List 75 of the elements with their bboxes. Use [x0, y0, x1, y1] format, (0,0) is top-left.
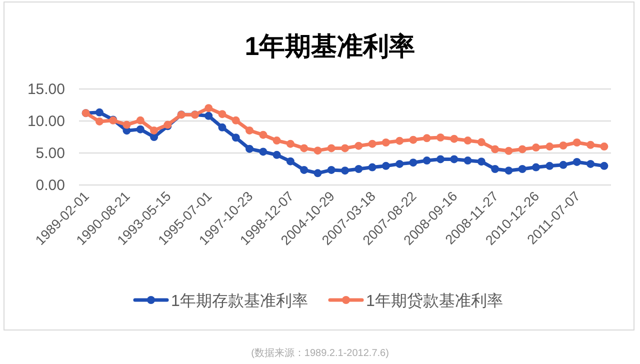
- point: [586, 140, 595, 149]
- point: [450, 134, 458, 143]
- point: [150, 126, 158, 134]
- point: [396, 136, 404, 145]
- point: [586, 160, 595, 168]
- text: (数据来源：1989.2.1-2012.7.6): [251, 347, 389, 359]
- point: [272, 150, 281, 159]
- point: [136, 125, 144, 134]
- point: [409, 158, 418, 167]
- point: [368, 163, 376, 172]
- point: [518, 145, 526, 154]
- point: [464, 156, 472, 165]
- point: [518, 165, 526, 173]
- point: [286, 140, 294, 148]
- point: [259, 130, 268, 139]
- point: [436, 134, 444, 142]
- legend-label: 1年期贷款基准利率: [366, 292, 503, 310]
- point: [464, 136, 472, 145]
- point: [409, 136, 418, 144]
- point: [136, 116, 144, 124]
- point: [572, 158, 581, 166]
- point: [477, 138, 486, 146]
- point: [396, 160, 404, 168]
- point: [354, 165, 363, 173]
- point: [572, 138, 581, 147]
- point: [382, 162, 390, 170]
- point: [286, 157, 294, 166]
- point: [232, 134, 240, 142]
- point: [532, 144, 540, 152]
- point: [246, 144, 254, 153]
- point: [204, 104, 213, 112]
- point: [150, 133, 158, 141]
- point: [546, 142, 554, 151]
- point: [218, 123, 226, 132]
- point: [354, 142, 363, 150]
- legend-label: 1年期存款基准利率: [171, 292, 308, 310]
- point: [559, 160, 568, 169]
- point: [504, 166, 513, 175]
- point: [436, 155, 444, 164]
- y-tick-label: 15.00: [27, 81, 65, 98]
- y-tick-label: 0.00: [36, 177, 65, 194]
- y-tick-label: 5.00: [36, 145, 65, 162]
- point: [327, 144, 336, 152]
- point: [491, 145, 500, 154]
- point: [300, 144, 308, 152]
- point: [546, 162, 554, 170]
- point: [341, 166, 349, 175]
- point: [532, 163, 540, 172]
- point: [341, 144, 349, 152]
- point: [259, 148, 268, 156]
- point: [327, 166, 336, 174]
- point: [600, 162, 608, 170]
- point: [95, 108, 104, 116]
- y-tick-label: 10.00: [27, 113, 65, 130]
- point: [300, 166, 308, 174]
- point: [272, 136, 281, 145]
- point: [204, 112, 213, 120]
- point: [382, 138, 390, 147]
- point: [559, 142, 568, 150]
- point: [491, 165, 500, 173]
- point: [122, 120, 131, 129]
- point: [422, 134, 431, 142]
- point: [422, 156, 431, 165]
- point: [450, 155, 458, 164]
- chart-title: 1年期基准利率: [244, 31, 416, 61]
- point: [368, 140, 376, 148]
- point: [314, 146, 322, 155]
- point: [232, 116, 240, 124]
- point: [314, 169, 322, 178]
- point: [95, 117, 104, 126]
- point: [504, 146, 513, 155]
- point: [246, 126, 254, 134]
- point: [600, 142, 608, 151]
- point: [218, 110, 226, 118]
- point: [477, 158, 486, 166]
